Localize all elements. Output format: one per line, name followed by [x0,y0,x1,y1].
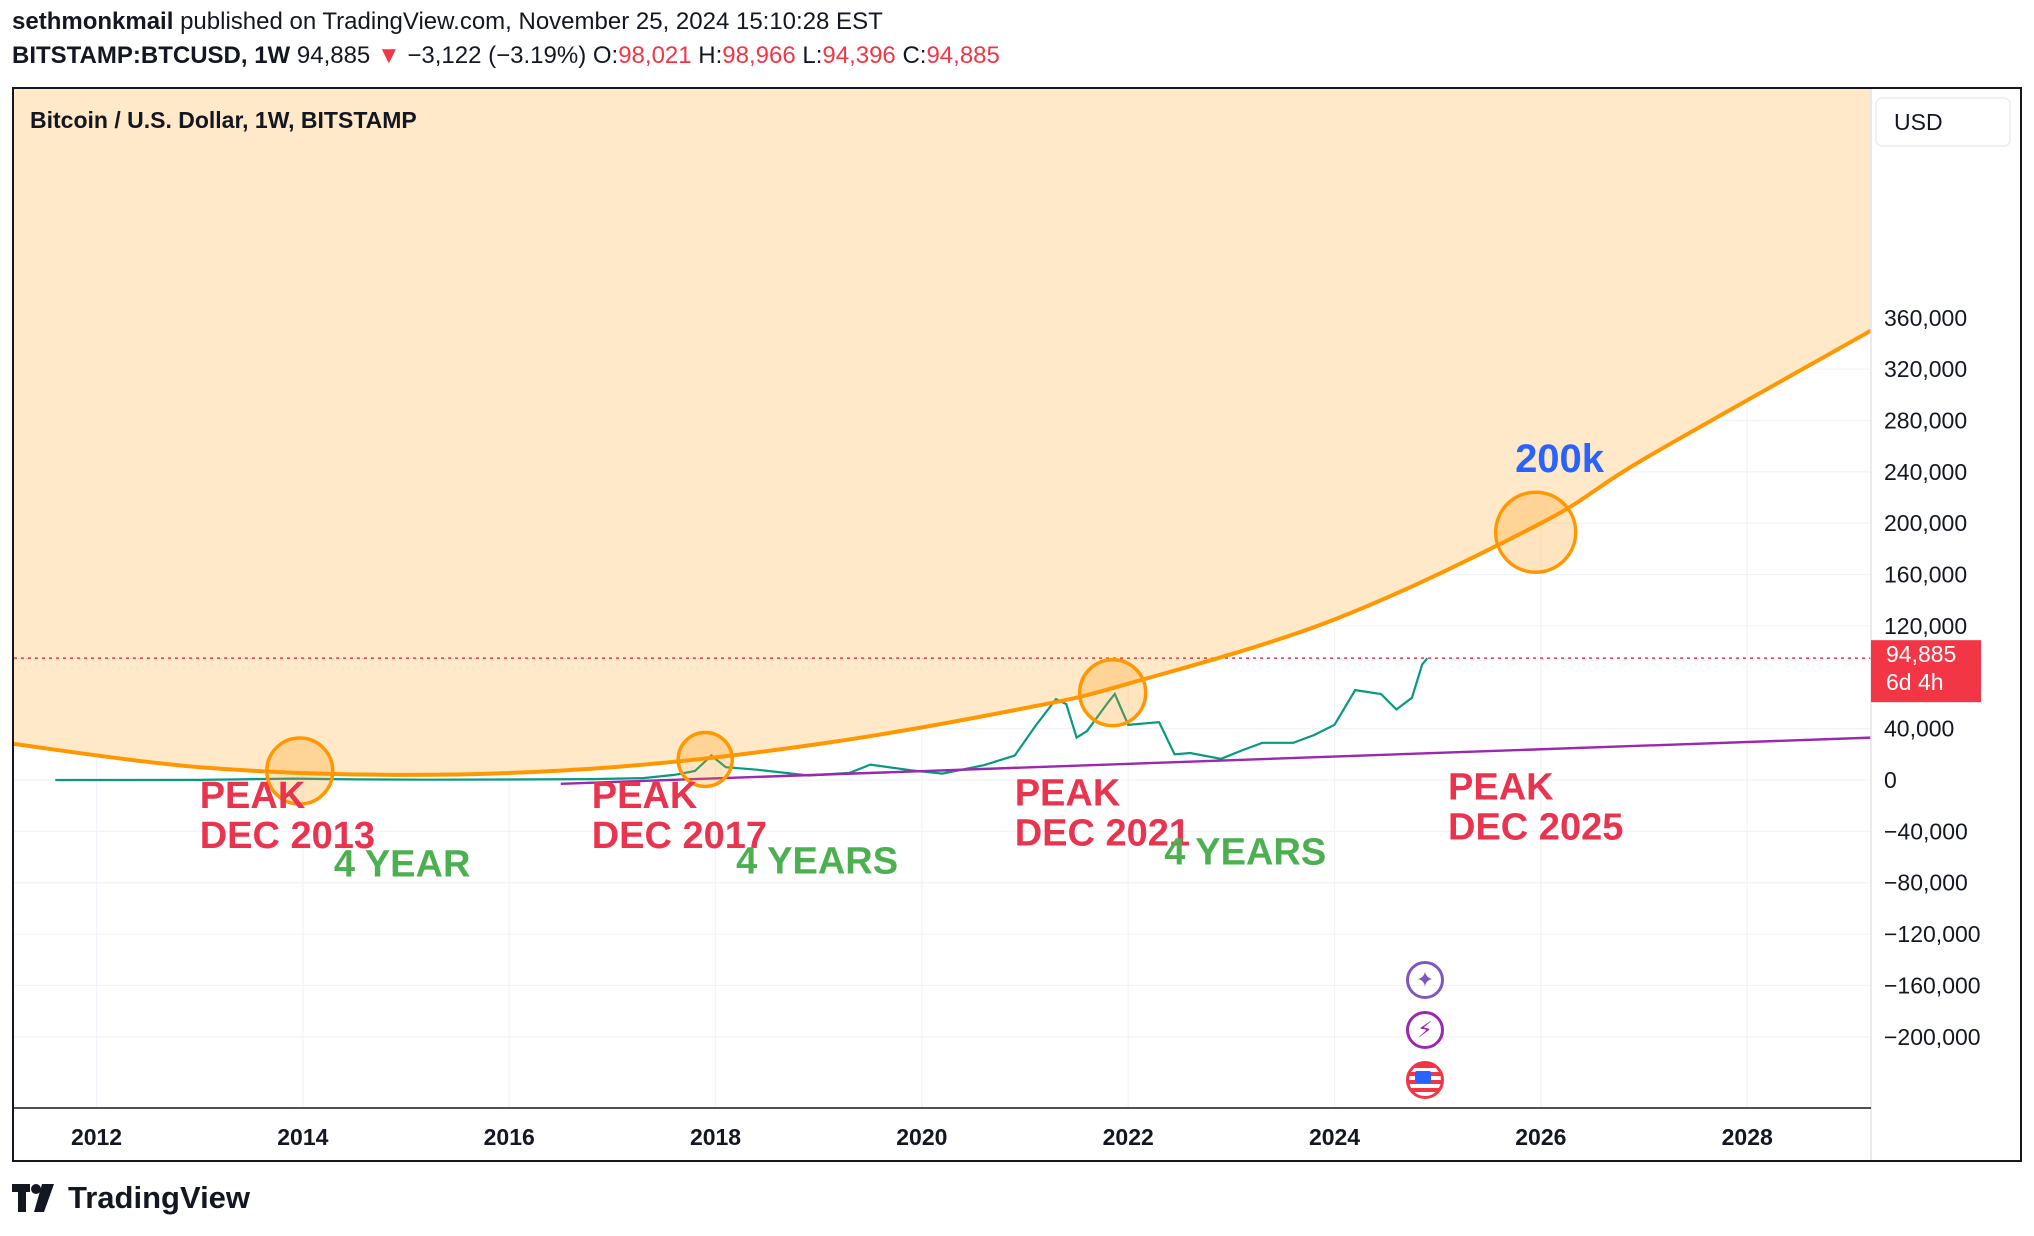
parabola-fill [14,89,1871,775]
y-tick-label: 240,000 [1884,459,1967,485]
cycle-length-label: 4 YEARS [1164,832,1326,874]
symbol-name[interactable]: BITSTAMP:BTCUSD, 1W [12,42,291,69]
y-tick-label: 200,000 [1884,510,1967,536]
y-tick-label: −200,000 [1884,1024,1981,1050]
peak-label-line2: DEC 2025 [1448,806,1623,848]
last-price-tag-bg [1871,640,1981,703]
low-label: L: [802,42,823,69]
y-tick-label: −120,000 [1884,921,1981,947]
peak-circles [265,490,1578,806]
y-tick-label: −160,000 [1884,972,1981,998]
currency-button-label: USD [1894,109,1943,135]
last-price: 94,885 [296,42,371,69]
peak-label-line2: DEC 2017 [592,815,767,857]
tradingview-logo-icon [12,1184,54,1212]
y-tick-label: 280,000 [1884,407,1967,433]
y-tick-label: 360,000 [1884,305,1967,331]
chart-title: Bitcoin / U.S. Dollar, 1W, BITSTAMP [30,107,417,133]
high-value: 98,966 [722,42,796,69]
close-value: 94,885 [926,42,1000,69]
x-tick-label: 2026 [1515,1124,1566,1150]
y-tick-label: 120,000 [1884,613,1967,639]
x-tick-label: 2022 [1103,1124,1154,1150]
peak-label-line2: DEC 2013 [200,815,375,857]
y-tick-label: −80,000 [1884,870,1968,896]
open-value: 98,021 [618,42,692,69]
last-price-tag: 94,885 6d 4h [1871,640,1981,703]
lightning-icon[interactable]: ⚡ [1406,1011,1444,1049]
y-tick-label: −40,000 [1884,818,1968,844]
x-tick-label: 2020 [896,1124,947,1150]
price-series-line [55,657,1429,782]
publish-info: sethmonkmail published on TradingView.co… [12,8,883,36]
y-tick-label: 160,000 [1884,562,1967,588]
time-axis[interactable]: 2012 2014 2016 2018 2020 2022 2024 2026 2028 [71,1124,1773,1150]
high-label: H: [698,42,723,69]
bar-countdown: 6d 4h [1886,669,1944,695]
y-tick-label: 0 [1884,767,1897,793]
last-price-tag-value: 94,885 [1886,641,1956,667]
tradingview-logo[interactable]: TradingView [12,1180,250,1216]
peak-label-line1: PEAK [200,775,306,817]
author-name[interactable]: sethmonkmail [12,8,174,35]
currency-button[interactable] [1875,97,2011,147]
x-tick-label: 2028 [1722,1124,1773,1150]
peak-circle[interactable] [676,730,734,789]
x-tick-label: 2018 [690,1124,741,1150]
peak-label-line1: PEAK [1015,773,1121,815]
us-flag-icon[interactable] [1406,1061,1444,1099]
cycle-length-label: 4 YEARS [736,841,898,883]
published-text: published on TradingView.com, November 2… [180,8,883,35]
peak-circle[interactable] [1493,490,1578,574]
symbol-legend: BITSTAMP:BTCUSD, 1W 94,885 ▼ −3,122 (−3.… [12,42,1000,70]
y-tick-label: 320,000 [1884,356,1967,382]
x-tick-label: 2024 [1309,1124,1360,1150]
y-tick-label: 40,000 [1884,716,1954,742]
chart-frame [12,87,2022,1162]
price-change: −3,122 (−3.19%) [407,42,587,69]
x-tick-label: 2016 [484,1124,535,1150]
open-label: O: [592,42,619,69]
peak-circle[interactable] [1077,657,1148,728]
parabola-curve[interactable] [14,328,1871,777]
peak-label-line2: DEC 2021 [1015,813,1190,855]
peak-label-line1: PEAK [592,775,698,817]
peak-circle[interactable] [265,736,335,806]
x-tick-label: 2014 [277,1124,328,1150]
cycle-length-label: 4 YEAR [334,843,471,885]
x-tick-label: 2012 [71,1124,122,1150]
down-arrow-icon: ▼ [376,42,401,69]
peak-label-line1: PEAK [1448,766,1554,808]
support-trendline[interactable] [560,736,1871,786]
sparkle-icon[interactable]: ✦ [1406,961,1444,999]
tradingview-wordmark: TradingView [68,1180,251,1215]
price-axis[interactable]: 360,000 320,000 280,000 240,000 200,000 160,0… [1884,305,1981,1050]
target-label: 200k [1515,437,1605,481]
low-value: 94,396 [822,42,896,69]
close-label: C: [902,42,927,69]
